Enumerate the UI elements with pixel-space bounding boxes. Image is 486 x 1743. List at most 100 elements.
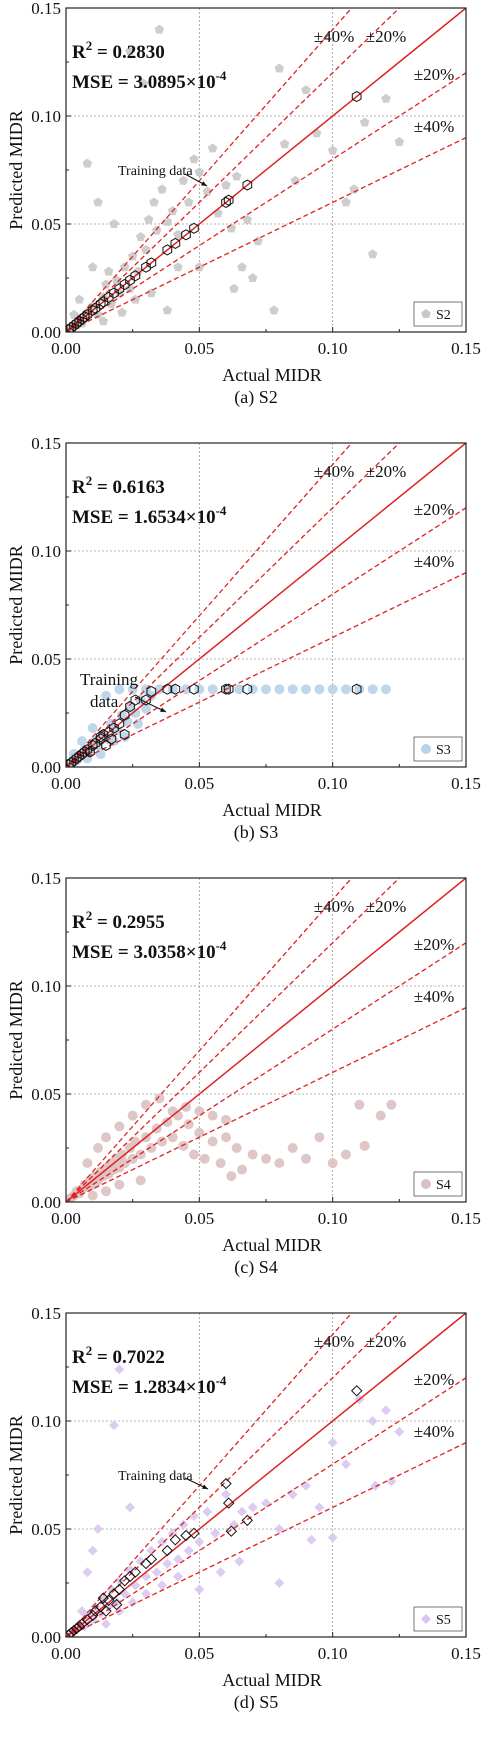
data-point (167, 1132, 178, 1143)
plot-area (66, 443, 466, 767)
x-tick-label: 0.10 (318, 1209, 348, 1228)
training-data-arrowhead (202, 1484, 208, 1489)
data-point (287, 1489, 298, 1500)
y-axis-label: Predicted MIDR (6, 1415, 26, 1534)
training-point (74, 750, 85, 762)
training-point (242, 683, 253, 695)
legend-label: S5 (436, 1613, 451, 1628)
data-point (143, 214, 154, 224)
training-point (85, 746, 95, 758)
training-point (77, 748, 87, 760)
training-point (141, 694, 151, 706)
data-point (367, 1416, 378, 1426)
training-point (181, 229, 191, 241)
training-point (222, 1497, 235, 1509)
error-band-label: ±20% (366, 27, 407, 46)
y-tick-label: 0.00 (31, 323, 61, 342)
training-point (350, 1385, 363, 1397)
mse-annotation: MSE = 3.0358×10-4 (72, 938, 227, 963)
x-tick-label: 0.10 (318, 774, 348, 793)
y-tick-label: 0.05 (31, 215, 61, 234)
training-point (90, 302, 101, 314)
panel-caption: (d) S5 (234, 1692, 279, 1713)
identity-line (66, 1313, 466, 1637)
training-data-arrowhead (160, 707, 166, 712)
y-tick-label: 0.05 (31, 1520, 61, 1539)
panel-caption: (a) S2 (234, 387, 278, 408)
data-point (314, 684, 325, 695)
mse-annotation: MSE = 1.6534×10-4 (72, 503, 227, 528)
training-point (162, 244, 173, 256)
error-band-line (66, 878, 401, 1202)
legend-marker (421, 744, 431, 754)
data-point (135, 232, 146, 241)
data-point (381, 93, 391, 103)
data-point (95, 749, 106, 760)
data-point (247, 273, 258, 282)
data-point (87, 1190, 98, 1201)
training-data-arrow (134, 696, 167, 713)
data-point (274, 1524, 285, 1534)
legend-marker (421, 309, 431, 318)
data-point (215, 1158, 226, 1169)
data-point (93, 197, 103, 207)
x-tick-label: 0.05 (184, 339, 214, 358)
data-point (231, 1143, 242, 1153)
data-point (194, 1106, 205, 1117)
training-point (110, 1598, 123, 1611)
training-point (119, 709, 130, 721)
data-point (87, 1545, 98, 1556)
error-band-label: ±20% (414, 935, 455, 954)
data-point (354, 1099, 365, 1110)
data-point (314, 1502, 325, 1513)
training-point (66, 324, 74, 332)
training-point (69, 754, 79, 767)
training-point (221, 683, 231, 695)
data-point (207, 684, 218, 695)
data-point (127, 1110, 138, 1121)
data-point (173, 262, 183, 272)
y-tick-label: 0.15 (31, 434, 61, 453)
error-band-label: ±20% (366, 897, 407, 916)
data-point (157, 184, 167, 194)
error-band-label: ±20% (366, 1332, 407, 1351)
x-axis-label: Actual MIDR (222, 1235, 321, 1255)
training-data-label: Training (80, 670, 138, 689)
training-point (119, 278, 130, 291)
training-point (97, 1592, 110, 1604)
x-tick-label: 0.00 (51, 774, 81, 793)
error-band-line (66, 1313, 401, 1637)
training-point (113, 1583, 126, 1596)
training-point (86, 1609, 99, 1622)
data-point (306, 1534, 317, 1545)
data-point (141, 1099, 151, 1110)
data-point (221, 1132, 231, 1143)
data-point (215, 1567, 226, 1578)
error-band-label: ±40% (314, 462, 355, 481)
data-point (386, 1476, 397, 1487)
data-point (183, 1119, 194, 1130)
data-point (157, 1136, 167, 1147)
training-point (95, 731, 106, 743)
training-data-arrowhead (201, 181, 207, 186)
x-axis-label: Actual MIDR (222, 365, 321, 385)
data-point (202, 186, 213, 196)
data-point (274, 63, 285, 73)
error-band-line (66, 572, 466, 767)
data-point (381, 684, 391, 695)
training-point (73, 1620, 86, 1632)
x-tick-label: 0.00 (51, 339, 81, 358)
y-tick-label: 0.00 (31, 758, 61, 777)
y-tick-label: 0.05 (31, 650, 61, 669)
legend-label: S4 (436, 1178, 451, 1193)
data-point (194, 1584, 205, 1595)
error-band-line (66, 137, 466, 332)
training-point (87, 304, 98, 316)
x-tick-label: 0.15 (451, 1644, 481, 1663)
data-point (367, 249, 378, 259)
data-point (162, 1117, 173, 1128)
data-point (141, 703, 151, 714)
y-tick-label: 0.10 (31, 542, 61, 561)
data-point (261, 1153, 271, 1164)
